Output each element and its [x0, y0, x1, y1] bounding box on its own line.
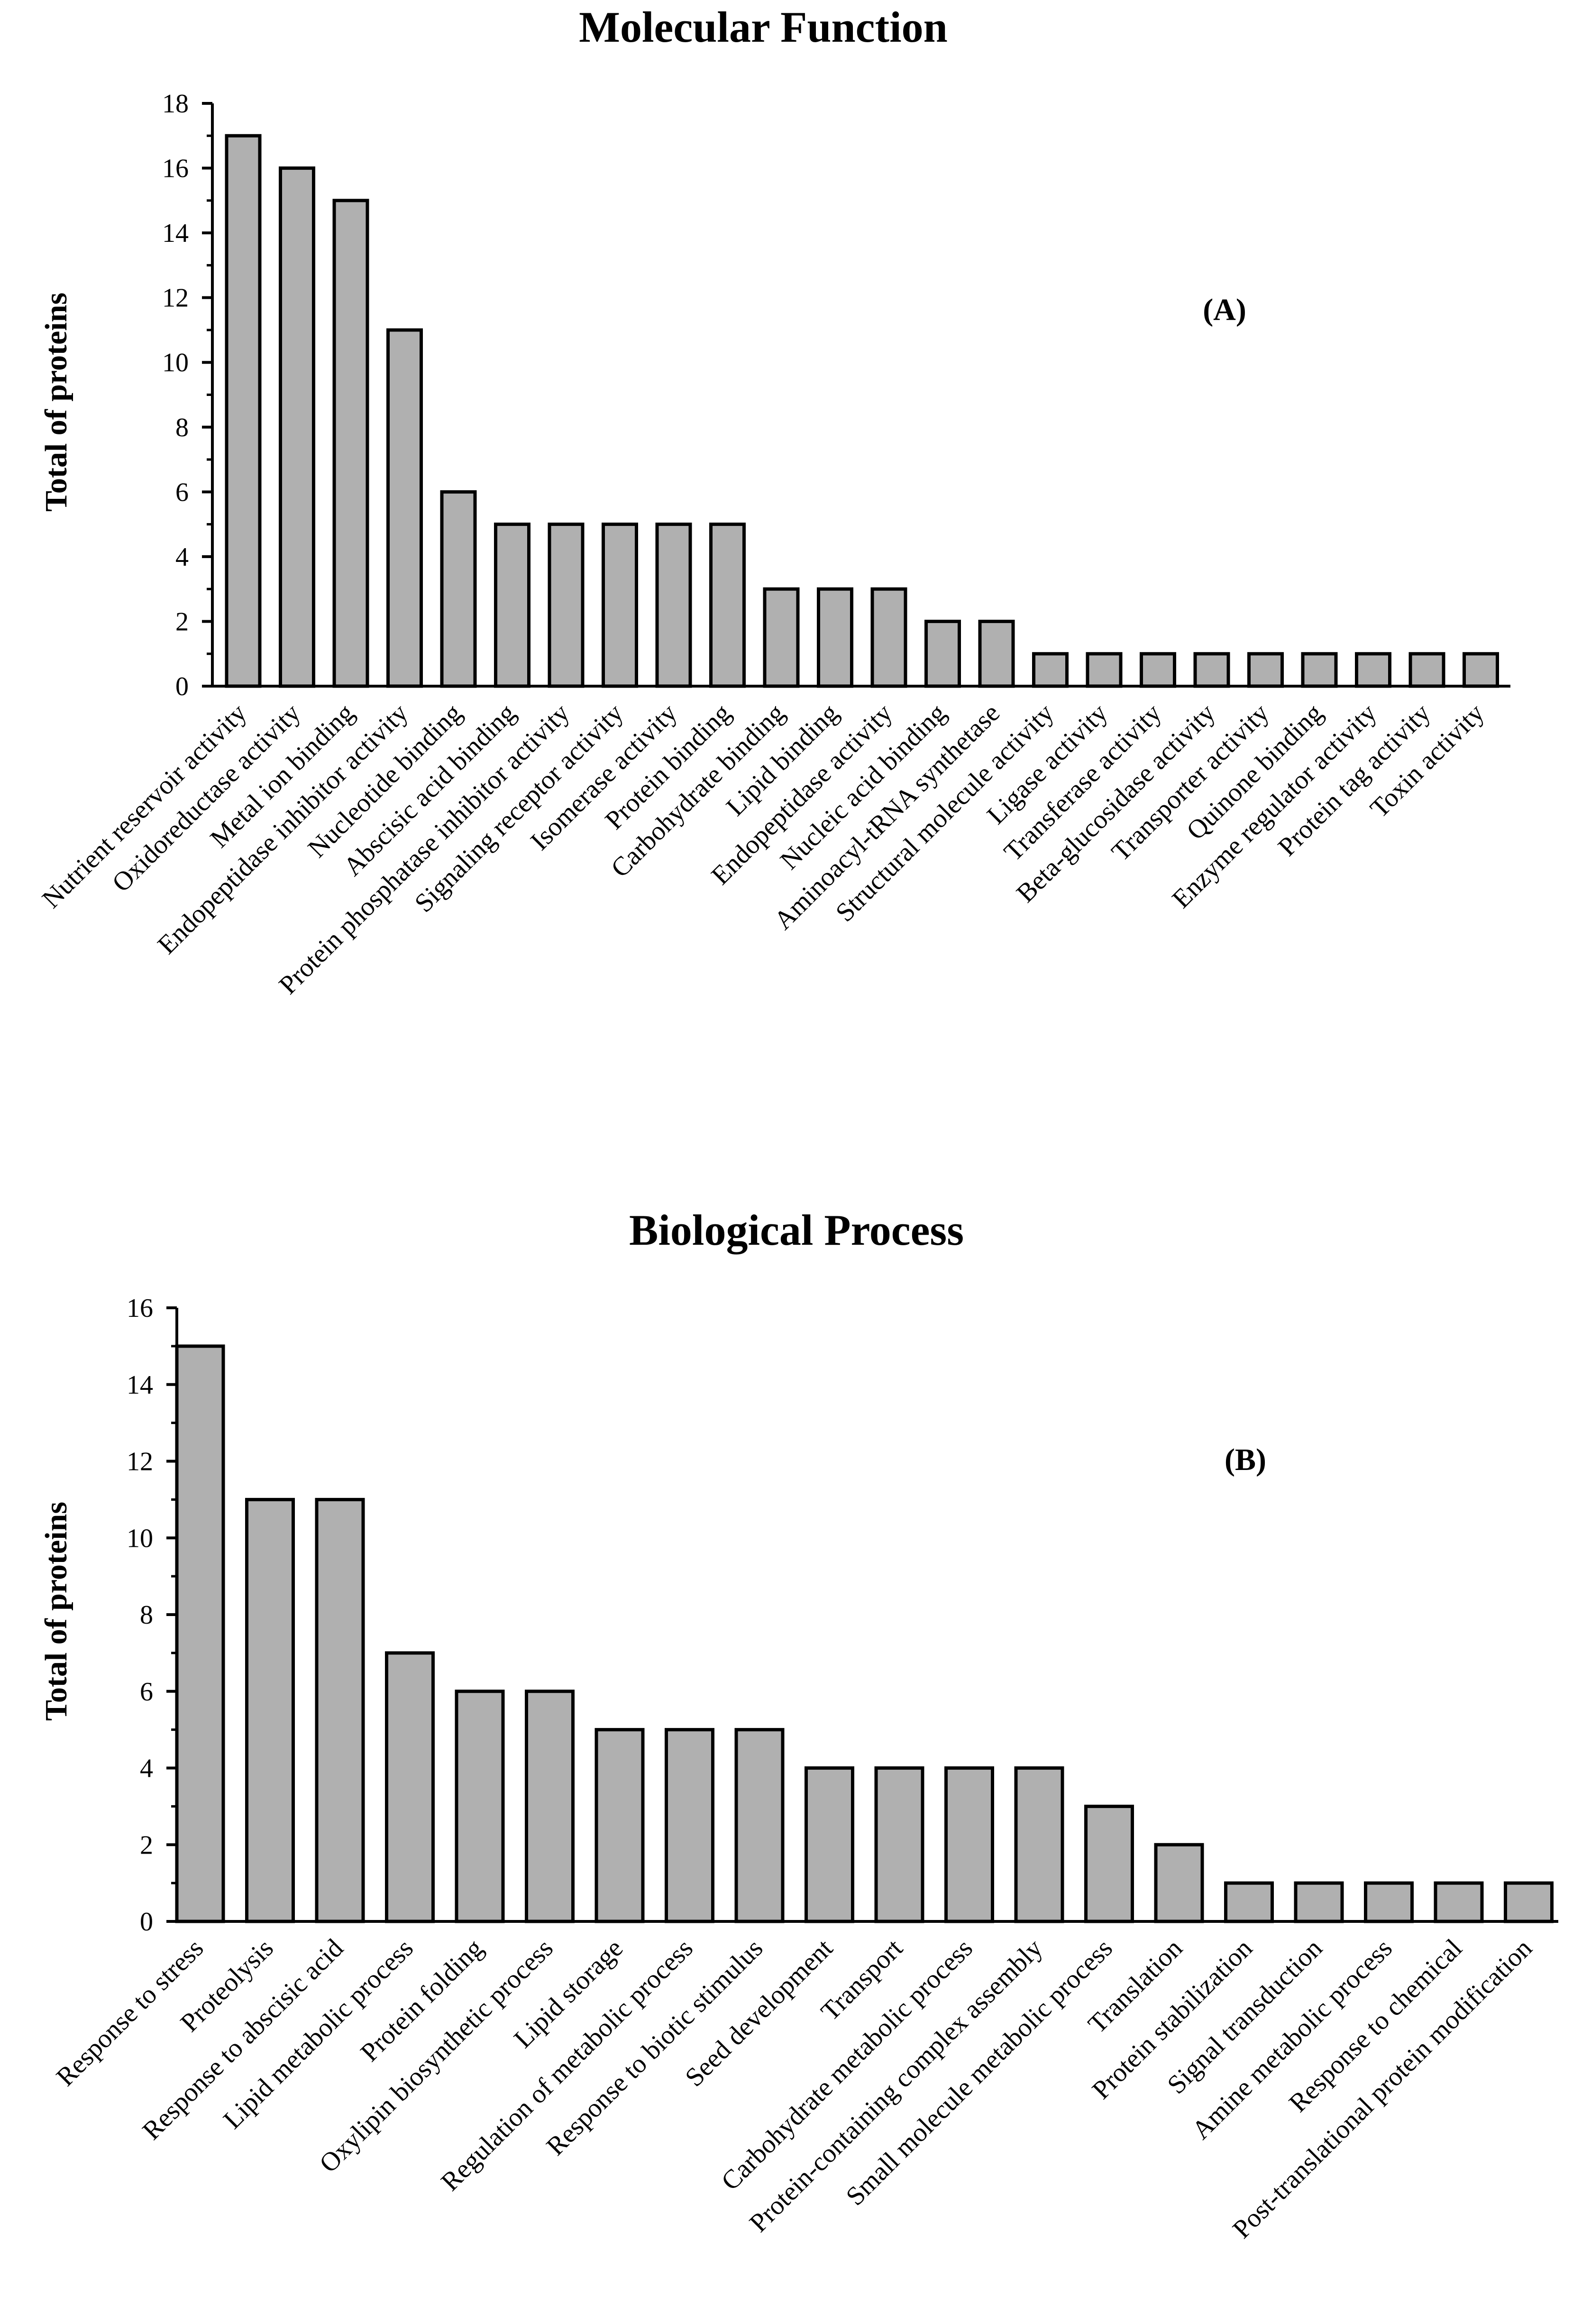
y-tick-label: 0: [140, 1907, 153, 1937]
bar: [525, 1690, 575, 1923]
bar: [385, 1651, 435, 1923]
x-tick-label: Carbohydrate metabolic process: [716, 1933, 978, 2196]
y-ticks-group: 0 2 4 6 8 10 12 14 16: [127, 1294, 177, 1937]
y-tick-label: 2: [175, 607, 189, 636]
bar: [225, 134, 262, 688]
bar: [870, 587, 907, 688]
bar: [1014, 1766, 1064, 1923]
y-tick-label: 6: [175, 478, 189, 507]
bar: [1032, 652, 1069, 688]
bar: [1193, 652, 1230, 688]
bar: [494, 523, 530, 688]
x-labels-group: Nutrient reservoir activityOxidoreductas…: [37, 698, 1490, 1000]
bar: [1355, 652, 1391, 688]
bar: [1294, 1881, 1344, 1923]
bar: [1504, 1881, 1554, 1923]
bar: [944, 1766, 994, 1923]
chart-molecular-function: Molecular Function Total of proteins (A)…: [37, 3, 1510, 1000]
bar: [245, 1497, 295, 1923]
y-tick-label: 10: [162, 348, 189, 377]
panel-label: (A): [1203, 293, 1246, 327]
x-tick-label: Protein folding: [355, 1933, 489, 2067]
bar: [1084, 1804, 1134, 1923]
bar: [874, 1766, 924, 1923]
bar: [1154, 1843, 1204, 1923]
bar: [665, 1728, 714, 1923]
y-tick-label: 16: [162, 154, 189, 184]
bar: [279, 166, 315, 688]
y-tick-label: 10: [127, 1524, 153, 1553]
bar: [1301, 652, 1338, 688]
y-tick-label: 0: [175, 672, 189, 701]
bar: [440, 490, 477, 688]
x-tick-label: Regulation of metabolic process: [436, 1933, 699, 2196]
bar: [175, 1344, 225, 1923]
bar: [1463, 652, 1499, 688]
chart-biological-process: Biological Process Total of proteins (B)…: [39, 1206, 1558, 2244]
y-tick-label: 14: [127, 1370, 153, 1400]
y-tick-label: 12: [162, 284, 189, 313]
bar: [709, 523, 746, 688]
bar: [1434, 1881, 1484, 1923]
y-axis-label: Total of proteins: [39, 293, 73, 512]
bar: [1224, 1881, 1274, 1923]
y-axis-label: Total of proteins: [39, 1502, 73, 1721]
bar: [734, 1728, 785, 1923]
y-tick-label: 8: [175, 413, 189, 442]
y-ticks-group: 0 2 4 6 8 10 12 14 16 18: [162, 89, 212, 701]
bar: [978, 619, 1015, 688]
bars-group: [175, 1344, 1554, 1923]
y-tick-label: 6: [140, 1677, 153, 1707]
bar: [805, 1766, 854, 1923]
bar: [1364, 1881, 1414, 1923]
y-tick-label: 2: [140, 1830, 153, 1860]
axes: [175, 1308, 1558, 1923]
y-tick-label: 12: [127, 1447, 153, 1477]
bar: [594, 1728, 645, 1923]
bar: [924, 619, 961, 688]
axes: [211, 103, 1510, 688]
bar: [332, 199, 369, 688]
bar: [763, 587, 800, 688]
y-tick-label: 4: [140, 1754, 153, 1783]
bars-group: [225, 134, 1499, 688]
bar: [602, 523, 638, 688]
bar: [315, 1497, 365, 1923]
bar: [655, 523, 692, 688]
bar: [1086, 652, 1123, 688]
bar: [1140, 652, 1176, 688]
panel-label: (B): [1225, 1442, 1266, 1477]
bar: [548, 523, 585, 688]
y-tick-label: 8: [140, 1600, 153, 1630]
bar: [1408, 652, 1445, 688]
y-tick-label: 14: [162, 219, 189, 248]
bar: [1247, 652, 1284, 688]
bar: [386, 328, 423, 688]
y-tick-label: 4: [175, 542, 189, 572]
bar: [817, 587, 853, 688]
y-tick-label: 16: [127, 1294, 153, 1323]
y-tick-label: 18: [162, 89, 189, 119]
chart-title: Molecular Function: [579, 3, 948, 51]
chart-title: Biological Process: [629, 1206, 964, 1254]
bar: [455, 1690, 505, 1923]
